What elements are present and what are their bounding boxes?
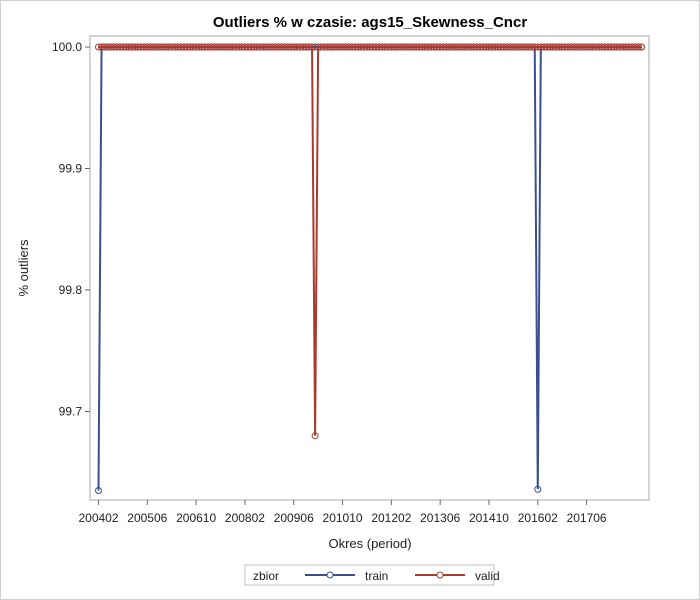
data-point-valid xyxy=(634,43,642,51)
data-point-valid xyxy=(311,432,319,440)
x-tick-label: 201202 xyxy=(371,511,411,525)
legend-title: zbior xyxy=(253,569,279,583)
x-tick-label: 201306 xyxy=(420,511,460,525)
legend-item-valid: valid xyxy=(415,569,500,583)
x-tick-label: 200506 xyxy=(127,511,167,525)
x-tick-label: 200402 xyxy=(78,511,118,525)
x-tick-label: 201706 xyxy=(567,511,607,525)
y-tick-label: 99.9 xyxy=(59,162,83,176)
x-tick-label: 200906 xyxy=(274,511,314,525)
legend-swatch-marker xyxy=(326,571,334,579)
series-line-valid xyxy=(98,46,642,436)
x-tick-label: 200610 xyxy=(176,511,216,525)
x-axis-label: Okres (period) xyxy=(328,536,411,551)
x-tick-label: 201410 xyxy=(469,511,509,525)
data-point-train xyxy=(95,486,102,494)
series-valid xyxy=(95,43,645,440)
y-axis: 99.7 99.8 99.9 100.0 xyxy=(52,40,90,419)
legend-swatch-marker xyxy=(436,571,444,579)
data-point-train xyxy=(534,485,542,493)
x-tick-label: 201010 xyxy=(323,511,363,525)
legend-box xyxy=(244,564,495,586)
plot-area xyxy=(89,35,650,501)
x-tick-label: 201602 xyxy=(518,511,558,525)
y-tick-label: 99.7 xyxy=(59,405,83,419)
y-tick-label: 100.0 xyxy=(52,40,82,54)
legend-label: valid xyxy=(475,569,500,583)
legend-items: train valid xyxy=(305,569,500,583)
legend: zbior train valid xyxy=(244,564,500,586)
chart-title: Outliers % w czasie: ags15_Skewness_Cncr xyxy=(213,14,527,31)
x-tick-label: 200802 xyxy=(225,511,265,525)
legend-item-train: train xyxy=(305,569,388,583)
data-point-valid xyxy=(305,43,313,51)
series-line-train xyxy=(97,46,642,491)
x-axis: 200402 200506 200610 200802 200906 201010 2012… xyxy=(78,500,607,525)
data-point-valid xyxy=(638,43,645,51)
series-layer xyxy=(95,43,645,494)
y-tick-label: 99.8 xyxy=(59,283,83,297)
legend-label: train xyxy=(365,569,388,583)
y-axis-label: % outliers xyxy=(16,239,31,297)
series-train xyxy=(95,43,645,494)
